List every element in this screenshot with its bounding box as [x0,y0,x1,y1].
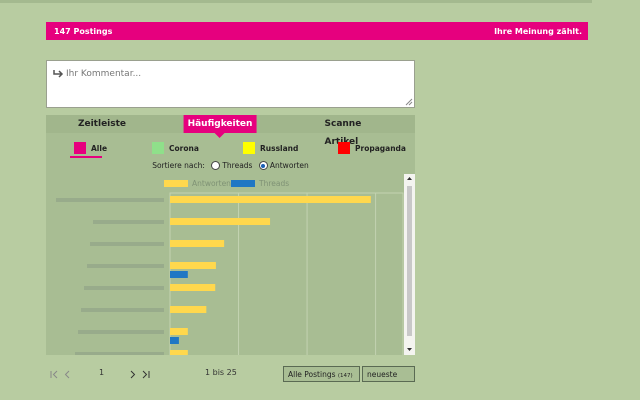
filter-swatch [74,142,86,154]
bar[interactable] [170,328,188,335]
chart [56,192,404,355]
bar[interactable] [170,284,216,291]
sort-label: Sortiere nach: [152,161,205,170]
bar[interactable] [170,240,225,247]
filter-swatch [243,142,255,154]
blurred-label [84,286,164,290]
active-filter-underline [70,156,102,158]
legend-swatch [164,180,188,187]
slogan: Ihre Meinung zählt. [494,27,582,36]
blurred-label [90,242,164,246]
comment-placeholder: Ihr Kommentar... [66,69,142,79]
tab[interactable]: Scanne Artikel [324,119,362,147]
filter-label: Propaganda [355,144,406,153]
blurred-label [93,220,164,224]
filter-select[interactable]: Alle Postings (147) [283,366,360,382]
postings-header: 147 Postings Ihre Meinung zählt. [46,22,588,40]
scrollbar[interactable] [404,174,415,355]
legend-label: Antworten [192,179,231,188]
tab-bar: Zeitleiste Häufigkeiten Scanne Artikel [46,115,415,147]
order-select-label: neueste [367,370,398,379]
plot-frame [169,192,404,355]
sort-option[interactable]: Antworten [269,161,309,170]
comment-box[interactable]: Ihr Kommentar... [46,60,415,108]
top-rule [0,0,592,3]
blurred-label [56,198,164,202]
filter-select-count: (147) [337,373,353,379]
blurred-label [78,330,164,334]
blurred-label [75,352,164,355]
order-select[interactable]: neueste [362,366,415,382]
bar[interactable] [170,196,371,203]
bar[interactable] [170,337,179,344]
bar[interactable] [170,262,216,269]
stats-panel: Zeitleiste Häufigkeiten Scanne Artikel Sor… [46,115,415,355]
legend-label: Threads [259,179,290,188]
bar[interactable] [170,218,271,225]
bar[interactable] [170,350,188,355]
bar[interactable] [170,306,207,313]
sort-option[interactable]: Threads [222,161,253,170]
resize-grip [405,98,413,106]
radio[interactable] [258,161,268,170]
posting-count: 147 Postings [54,27,113,36]
reply-icon [53,70,64,78]
radio[interactable] [211,161,221,170]
filter-swatch [152,142,164,154]
current-page[interactable]: 1 [99,368,105,377]
filter-select-label: Alle Postings [288,370,336,379]
bar[interactable] [170,271,188,278]
blurred-label [81,308,164,312]
filter-swatch [338,142,350,154]
sort-row: Sortiere nach: Threads Antworten [46,161,415,170]
filter-label: Russland [260,144,299,153]
legend-item[interactable]: Antworten [164,179,231,188]
blurred-label [87,264,164,268]
legend-swatch [231,180,255,187]
tab[interactable]: Zeitleiste [77,119,127,129]
page-range: 1 bis 25 [205,368,237,377]
filter-label: Corona [169,144,199,153]
pager-icons[interactable] [50,370,160,380]
filter-label: Alle [91,144,108,153]
scroll-arrows [407,177,412,351]
tab[interactable]: Häufigkeiten [183,115,257,138]
legend-item[interactable]: Threads [231,179,289,188]
